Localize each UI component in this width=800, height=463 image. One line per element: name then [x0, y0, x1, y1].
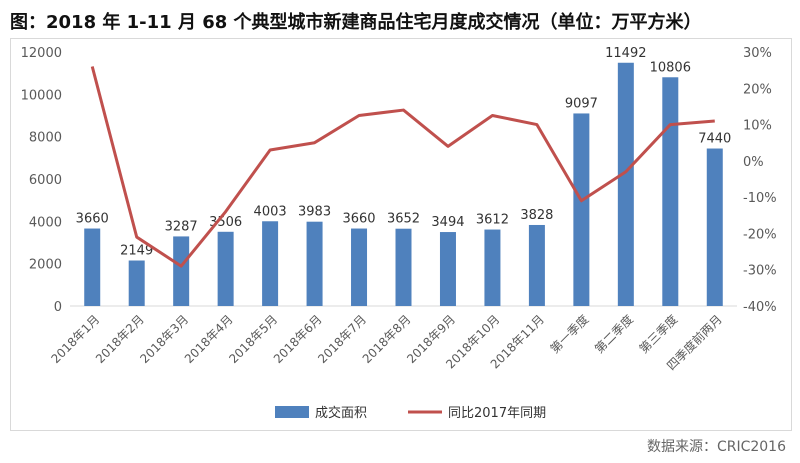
bar: [306, 221, 323, 306]
bar: [217, 231, 234, 306]
bar-value-label: 3506: [209, 215, 242, 230]
legend-line-label: 同比2017年同期: [448, 406, 546, 421]
bar-value-label: 3828: [520, 208, 553, 223]
bar: [173, 236, 190, 306]
bar: [128, 260, 145, 306]
bar-value-label: 7440: [698, 132, 731, 147]
bar-value-label: 3612: [476, 213, 509, 228]
bar: [662, 77, 679, 306]
y-right-tick-label: -40%: [743, 300, 777, 315]
bar-value-label: 3652: [387, 212, 420, 227]
bar: [351, 228, 368, 306]
bar: [573, 113, 590, 306]
y-right-tick-label: 20%: [743, 82, 772, 97]
y-left-tick-label: 0: [54, 300, 62, 315]
y-right-tick-label: 30%: [743, 46, 772, 61]
bar: [484, 229, 501, 306]
bar-value-label: 4003: [254, 204, 287, 219]
y-left-tick-label: 4000: [29, 215, 62, 230]
y-right-tick-label: -10%: [743, 191, 777, 206]
bar-value-label: 11492: [605, 46, 646, 61]
chart-title: 图：2018 年 1-11 月 68 个典型城市新建商品住宅月度成交情况（单位：…: [10, 12, 702, 33]
y-left-tick-label: 8000: [29, 131, 62, 146]
y-left-tick-label: 12000: [21, 46, 62, 61]
bar: [706, 148, 723, 306]
x-tick-label: 第二季度: [591, 312, 636, 357]
x-tick-label: 第三季度: [636, 312, 681, 357]
legend-bar-swatch: [275, 406, 309, 418]
bar: [528, 224, 545, 306]
bar-value-label: 9097: [565, 96, 598, 111]
bar-value-label: 10806: [650, 60, 691, 75]
y-left-tick-label: 2000: [29, 258, 62, 273]
y-right-tick-label: 10%: [743, 119, 772, 134]
bar: [262, 221, 279, 306]
y-right-tick-label: 0%: [743, 155, 764, 170]
y-left-tick-label: 10000: [21, 88, 62, 103]
bar: [617, 62, 634, 306]
y-left-tick-label: 6000: [29, 173, 62, 188]
bar: [84, 228, 101, 306]
y-right-tick-label: -20%: [743, 227, 777, 242]
data-source: 数据来源：CRIC2016: [646, 439, 786, 455]
bar: [439, 232, 456, 306]
legend-bar-label: 成交面积: [315, 405, 367, 421]
bar-value-label: 3287: [165, 219, 198, 234]
bar-value-label: 2149: [120, 244, 153, 259]
bar: [395, 228, 412, 306]
bar-value-label: 3494: [431, 215, 464, 230]
y-right-tick-label: -30%: [743, 264, 777, 279]
bar-value-label: 3660: [76, 212, 109, 227]
yoy-line: [90, 66, 715, 268]
bar-value-label: 3983: [298, 205, 331, 220]
chart-frame: [10, 38, 792, 431]
x-tick-label: 第一季度: [547, 312, 592, 357]
bar-value-label: 3660: [342, 212, 375, 227]
